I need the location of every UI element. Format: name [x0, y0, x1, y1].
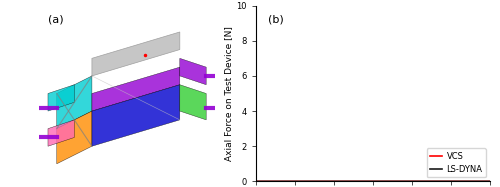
Polygon shape — [48, 120, 74, 146]
VCS — [348, 180, 354, 183]
VCS — [342, 180, 348, 183]
Polygon shape — [57, 76, 92, 129]
VCS — [487, 180, 493, 183]
LS-DYNA — [302, 180, 308, 183]
Polygon shape — [48, 85, 74, 111]
LS-DYNA — [470, 180, 476, 183]
Polygon shape — [92, 32, 180, 76]
Polygon shape — [92, 67, 180, 111]
LS-DYNA — [487, 180, 493, 183]
Polygon shape — [180, 85, 206, 120]
Legend: VCS, LS-DYNA: VCS, LS-DYNA — [426, 148, 486, 177]
LS-DYNA — [356, 180, 362, 183]
Polygon shape — [92, 85, 180, 146]
LS-DYNA — [485, 180, 491, 183]
Text: $\times 10^4$: $\times 10^4$ — [256, 0, 279, 2]
VCS — [337, 180, 343, 183]
LS-DYNA — [317, 180, 323, 183]
LS-DYNA — [329, 180, 335, 183]
Y-axis label: Axial Force on Test Device [N]: Axial Force on Test Device [N] — [224, 26, 234, 161]
Text: (b): (b) — [268, 14, 283, 24]
VCS — [340, 180, 346, 183]
VCS — [253, 180, 259, 183]
LS-DYNA — [253, 180, 259, 183]
LS-DYNA — [388, 180, 394, 183]
VCS — [333, 180, 339, 183]
Polygon shape — [57, 111, 92, 164]
VCS — [405, 180, 411, 183]
Polygon shape — [180, 58, 206, 85]
Text: (a): (a) — [48, 14, 64, 24]
VCS — [317, 180, 323, 183]
